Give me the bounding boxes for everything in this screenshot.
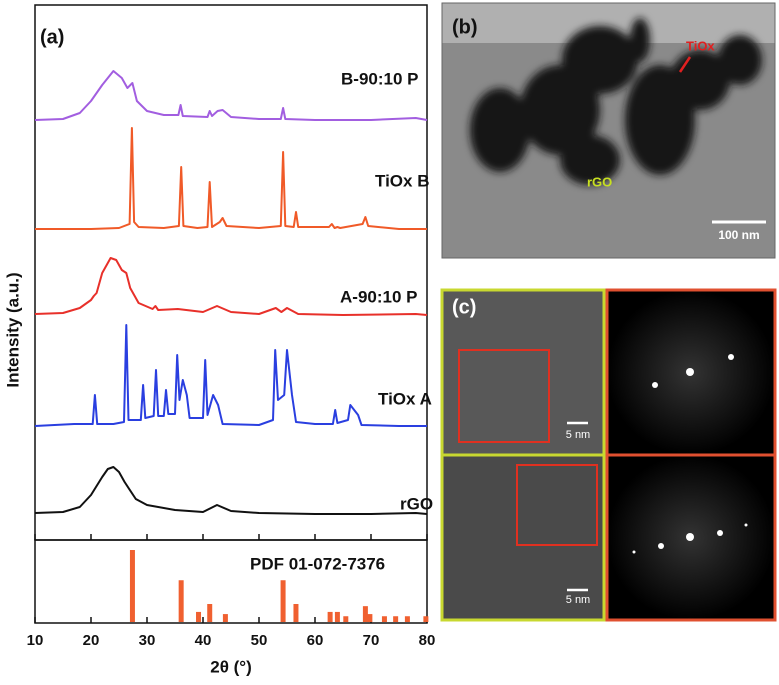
annotation: rGO xyxy=(587,174,612,189)
reference-peak xyxy=(367,614,373,622)
series-label: TiOx A xyxy=(378,389,432,408)
reference-peak xyxy=(293,604,299,622)
arrow xyxy=(678,56,692,73)
x-tick-label: 60 xyxy=(307,632,324,649)
x-tick-label: 30 xyxy=(139,632,156,649)
reference-peak xyxy=(222,614,228,622)
scale-label: 100 nm xyxy=(718,228,759,242)
series-label: B-90:10 P xyxy=(341,69,418,88)
xrd-trace xyxy=(34,466,428,515)
reference-peak xyxy=(381,616,387,622)
hrtem-image xyxy=(442,290,604,455)
series-label: A-90:10 P xyxy=(340,287,417,306)
panel-a: (a) 2θ (°) Intensity (a.u.) xyxy=(3,4,428,676)
reference-peak xyxy=(129,550,135,622)
x-tick-label: 50 xyxy=(251,632,268,649)
reference-peak xyxy=(343,616,349,622)
scale-label: 5 nm xyxy=(566,429,590,441)
x-tick-label: 10 xyxy=(27,632,44,649)
xrd-trace xyxy=(34,324,427,427)
panel-label: (a) xyxy=(40,26,64,48)
reference-peak xyxy=(362,606,368,622)
x-tick-label: 80 xyxy=(419,632,436,649)
x-tick-label: 70 xyxy=(363,632,380,649)
image-frame xyxy=(441,2,776,259)
reference-peak xyxy=(393,616,399,622)
hrtem-image xyxy=(442,455,604,620)
panel-b: (b) TiOx rGO 100 nm xyxy=(441,2,776,259)
xrd-trace xyxy=(35,127,427,230)
reference-peak xyxy=(334,611,340,622)
x-tick-label: 40 xyxy=(195,632,212,649)
reference-peak xyxy=(404,616,410,622)
reference-peak xyxy=(327,611,333,622)
annotation: TiOx xyxy=(686,38,715,53)
x-axis-label: 2θ (°) xyxy=(210,657,252,676)
roi xyxy=(458,349,550,443)
reference-frame xyxy=(34,539,428,624)
series-label: rGO xyxy=(400,494,433,513)
reference-peak xyxy=(178,580,184,622)
fft-spots xyxy=(632,354,748,554)
xrd-trace xyxy=(34,257,428,316)
panel-c: (c) 5 nm 5 nm xyxy=(440,288,777,622)
series-label: TiOx B xyxy=(375,171,429,190)
y-axis-label: Intensity (a.u.) xyxy=(3,272,22,387)
roi xyxy=(516,464,598,546)
scale-label: 5 nm xyxy=(566,594,590,606)
reference-peak xyxy=(423,616,429,622)
panel-label: (c) xyxy=(452,296,476,318)
reference-peak xyxy=(280,580,286,622)
reference-peak xyxy=(196,611,202,622)
panel-label: (b) xyxy=(452,16,478,38)
reference-peak xyxy=(207,604,213,622)
particles xyxy=(470,18,762,185)
xrd-trace xyxy=(34,70,428,121)
x-tick-label: 20 xyxy=(83,632,100,649)
reference-label: PDF 01-072-7376 xyxy=(250,554,385,573)
